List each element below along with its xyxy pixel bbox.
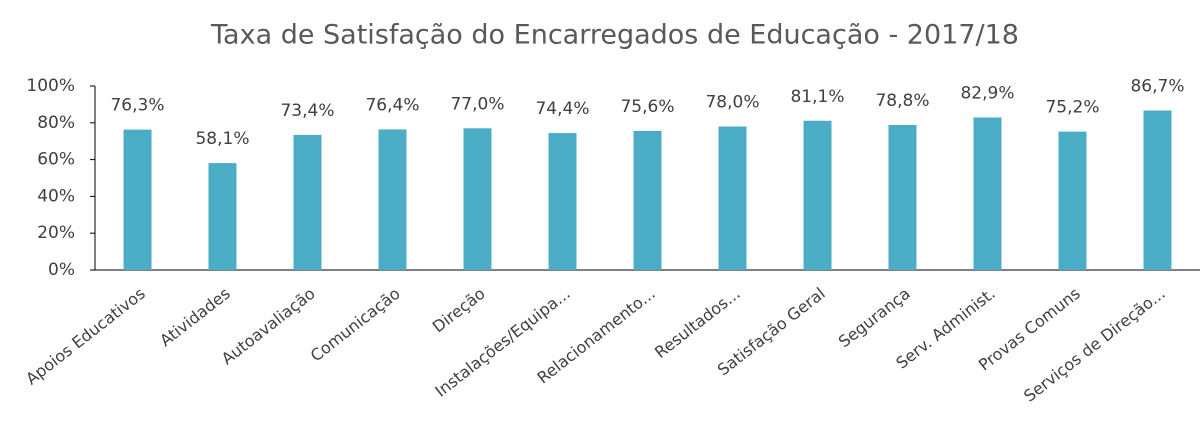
chart-title: Taxa de Satisfação do Encarregados de Ed…: [210, 20, 1019, 51]
bar: [123, 129, 152, 270]
value-label: 75,6%: [620, 97, 674, 117]
bar: [633, 130, 662, 270]
bar: [1143, 110, 1172, 270]
bar: [803, 120, 832, 270]
bar: [973, 117, 1002, 271]
x-tick-label: Apoios Educativos: [22, 284, 149, 389]
x-tick-label: Resultados...: [651, 284, 744, 362]
y-tick-label: 100%: [26, 76, 75, 96]
value-label: 78,8%: [875, 91, 929, 111]
bar: [378, 129, 407, 270]
value-label: 58,1%: [195, 129, 249, 149]
value-label: 82,9%: [960, 83, 1014, 103]
x-tick-label: Segurança: [835, 284, 914, 352]
x-tick-label: Direção: [429, 284, 489, 337]
value-label: 74,4%: [535, 99, 589, 119]
value-label: 76,4%: [365, 95, 419, 115]
bar: [208, 163, 237, 270]
y-tick-label: 0%: [48, 260, 75, 280]
value-label: 77,0%: [450, 94, 504, 114]
value-label: 76,3%: [110, 96, 164, 116]
y-tick-label: 20%: [37, 223, 75, 243]
x-tick-label: Comunicação: [307, 284, 404, 366]
x-tick-label: Serviços de Direção...: [1020, 284, 1169, 406]
y-tick-label: 40%: [37, 186, 75, 206]
bar: [463, 128, 492, 270]
bar: [718, 126, 747, 270]
x-tick-label: Atividades: [156, 284, 234, 350]
value-label: 81,1%: [790, 87, 844, 107]
y-tick-label: 80%: [37, 113, 75, 133]
y-tick-label: 60%: [37, 150, 75, 170]
value-label: 75,2%: [1045, 98, 1099, 118]
bar: [1058, 131, 1087, 270]
value-label: 73,4%: [280, 101, 334, 121]
x-tick-label: Autoavaliação: [218, 284, 319, 369]
bar: [293, 134, 322, 270]
x-tick-label: Instalações/Equipa...: [431, 284, 573, 401]
bar: [548, 133, 577, 270]
value-label: 78,0%: [705, 92, 759, 112]
bar: [888, 125, 917, 271]
value-label: 86,7%: [1130, 76, 1184, 96]
